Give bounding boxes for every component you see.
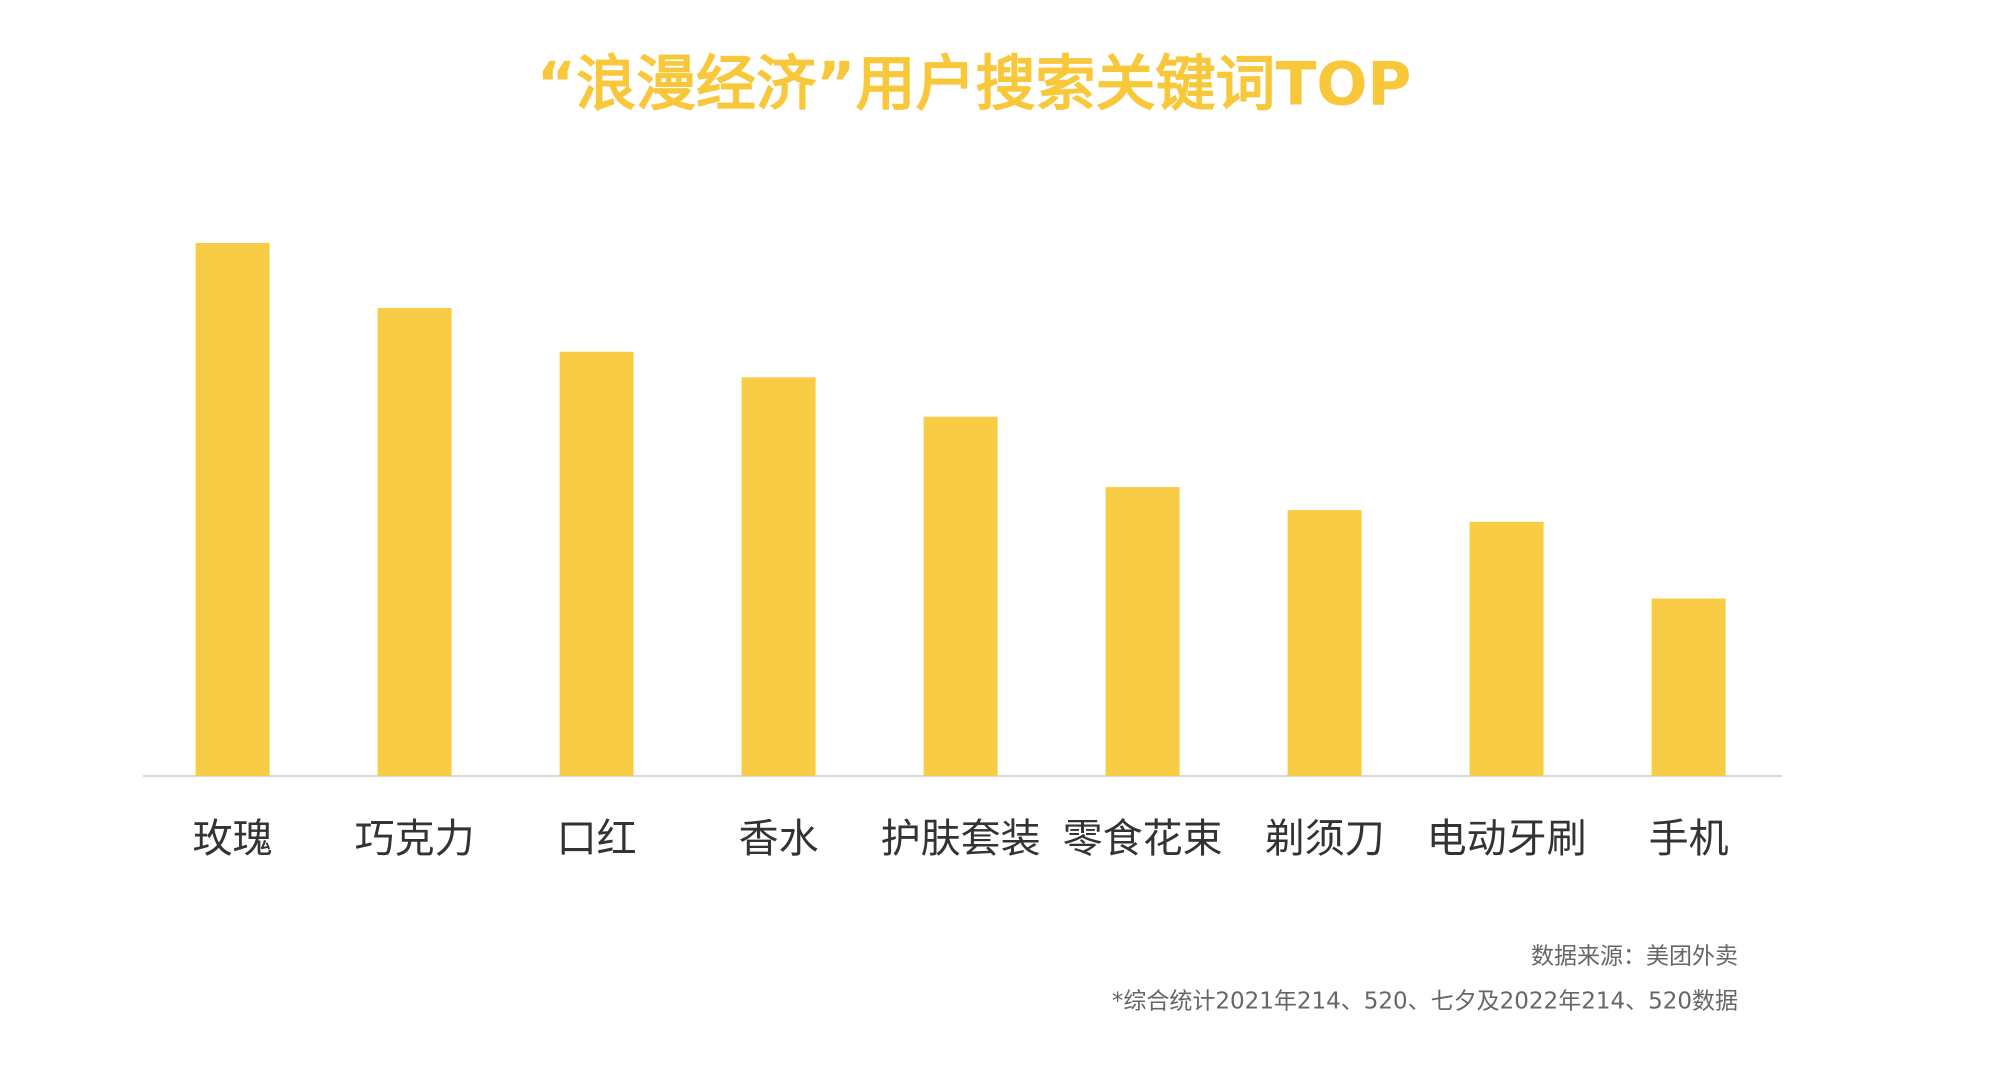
bar — [1105, 487, 1180, 776]
x-tick-label: 剃须刀 — [1265, 816, 1385, 862]
bar — [1469, 521, 1544, 776]
bar — [377, 308, 452, 776]
x-tick-label: 零食花束 — [1063, 816, 1223, 862]
x-tick-label: 玫瑰 — [193, 816, 273, 862]
bar — [195, 243, 270, 776]
bar — [559, 351, 634, 776]
x-tick-label: 香水 — [739, 816, 819, 862]
chart-title: “浪漫经济”用户搜索关键词TOP — [537, 50, 1412, 120]
x-tick-label: 手机 — [1649, 816, 1729, 862]
x-tick-label: 口红 — [557, 816, 637, 862]
x-tick-label: 巧克力 — [355, 816, 475, 862]
bar — [741, 377, 816, 776]
note: *综合统计2021年214、520、七夕及2022年214、520数据 — [1112, 989, 1738, 1015]
bar — [923, 416, 998, 776]
source: 数据来源：美团外卖 — [1531, 944, 1738, 970]
x-tick-label: 护肤套装 — [881, 816, 1041, 862]
x-tick-label: 电动牙刷 — [1427, 816, 1587, 862]
bar — [1651, 598, 1726, 776]
bar — [1287, 510, 1362, 776]
